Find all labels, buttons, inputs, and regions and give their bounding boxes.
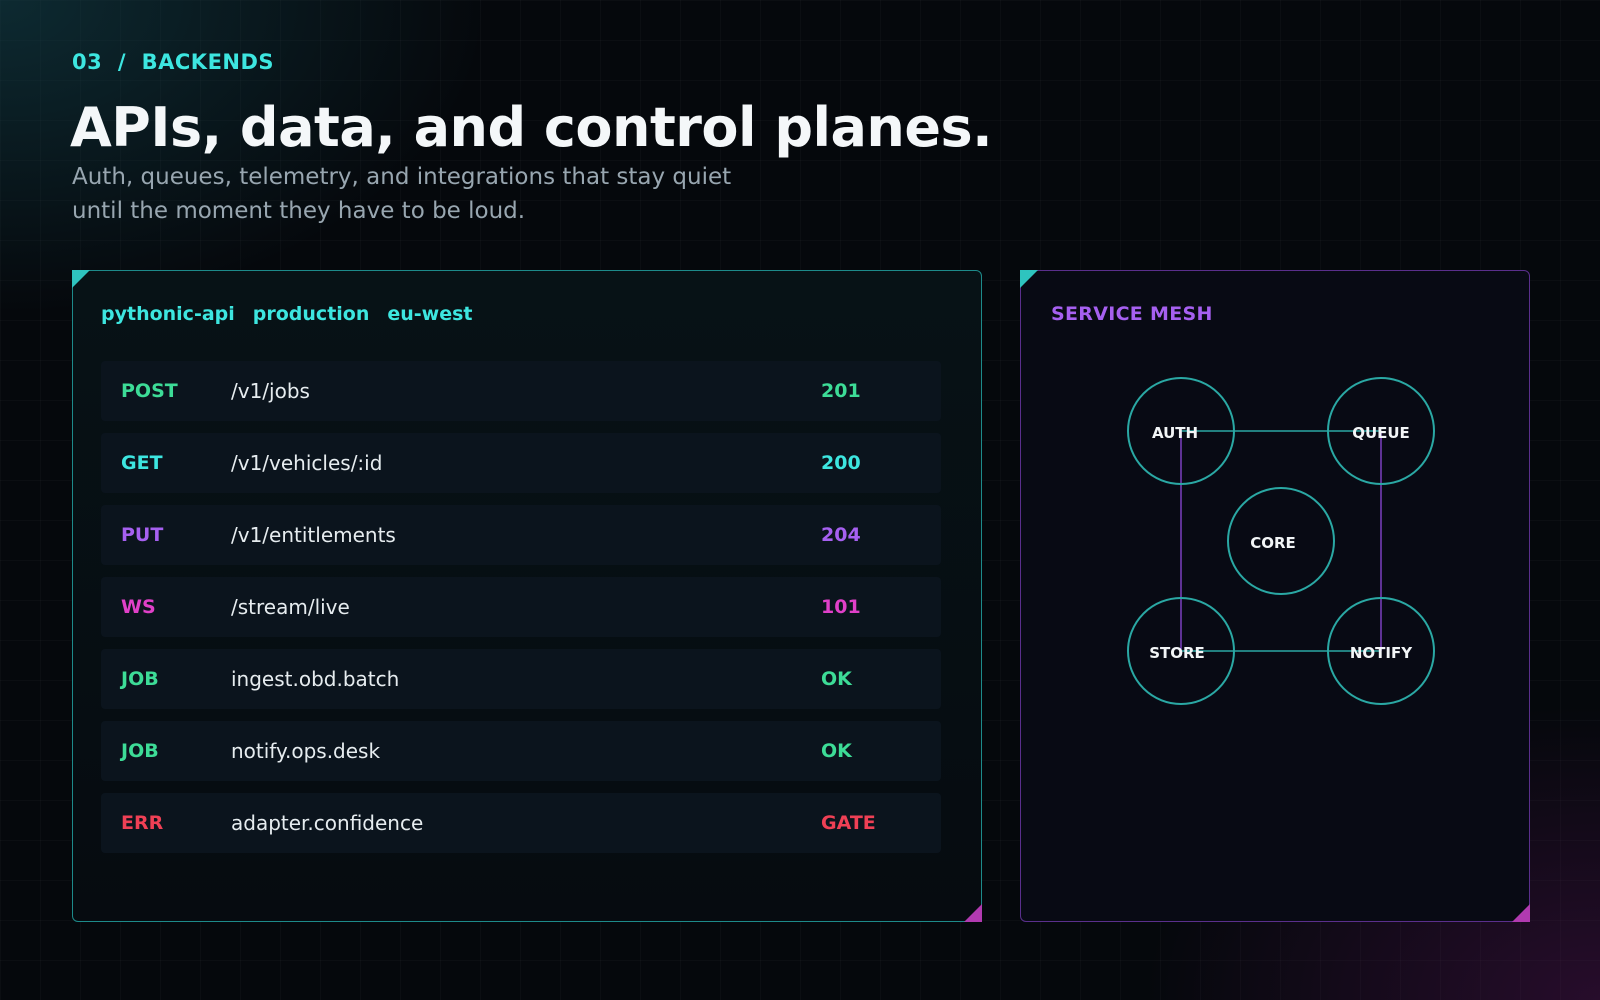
endpoint-path: adapter.confidence bbox=[231, 811, 424, 835]
endpoint-method: PUT bbox=[121, 524, 164, 546]
mesh-node-label: AUTH bbox=[1152, 424, 1198, 442]
tag-environment: production bbox=[252, 303, 370, 325]
panel-corner-accent bbox=[1020, 270, 1038, 288]
endpoint-status: GATE bbox=[821, 812, 876, 834]
endpoint-row: ERR adapter.confidence GATE bbox=[101, 793, 941, 853]
mesh-node-queue bbox=[1327, 377, 1435, 485]
panel-corner-accent bbox=[964, 904, 982, 922]
endpoint-list: POST /v1/jobs 201 GET /v1/vehicles/:id 2… bbox=[101, 361, 941, 865]
endpoint-status: 201 bbox=[821, 380, 861, 402]
service-mesh-diagram: AUTH QUEUE CORE STORE NOTIFY bbox=[1127, 377, 1435, 705]
section-kicker: 03 / BACKENDS bbox=[72, 50, 275, 74]
endpoint-path: /stream/live bbox=[231, 595, 350, 619]
mesh-node-core bbox=[1227, 487, 1335, 595]
endpoint-path: notify.ops.desk bbox=[231, 739, 381, 763]
endpoint-row: WS /stream/live 101 bbox=[101, 577, 941, 637]
page-subtitle: Auth, queues, telemetry, and integration… bbox=[72, 164, 732, 224]
mesh-node-label: STORE bbox=[1149, 644, 1205, 662]
mesh-node-label: NOTIFY bbox=[1350, 644, 1413, 662]
endpoint-status: 204 bbox=[821, 524, 861, 546]
endpoint-row: JOB ingest.obd.batch OK bbox=[101, 649, 941, 709]
endpoint-method: JOB bbox=[121, 668, 159, 690]
page-title: APIs, data, and control planes. bbox=[70, 96, 993, 159]
endpoint-path: /v1/entitlements bbox=[231, 523, 396, 547]
mesh-node-label: QUEUE bbox=[1352, 424, 1410, 442]
api-tags: pythonic-api production eu-west bbox=[101, 303, 473, 325]
endpoint-status: OK bbox=[821, 740, 852, 762]
endpoint-path: /v1/vehicles/:id bbox=[231, 451, 383, 475]
endpoint-method: ERR bbox=[121, 812, 164, 834]
mesh-node-store bbox=[1127, 597, 1235, 705]
endpoint-status: OK bbox=[821, 668, 852, 690]
endpoint-row: POST /v1/jobs 201 bbox=[101, 361, 941, 421]
mesh-node-auth bbox=[1127, 377, 1235, 485]
service-mesh-panel: SERVICE MESH AUTH QUEUE CORE STORE NOTIF… bbox=[1020, 270, 1530, 922]
endpoint-row: GET /v1/vehicles/:id 200 bbox=[101, 433, 941, 493]
panel-corner-accent bbox=[1512, 904, 1530, 922]
endpoint-row: JOB notify.ops.desk OK bbox=[101, 721, 941, 781]
api-panel: pythonic-api production eu-west POST /v1… bbox=[72, 270, 982, 922]
mesh-node-notify bbox=[1327, 597, 1435, 705]
endpoint-status: 200 bbox=[821, 452, 861, 474]
endpoint-row: PUT /v1/entitlements 204 bbox=[101, 505, 941, 565]
endpoint-method: JOB bbox=[121, 740, 159, 762]
panel-corner-accent bbox=[72, 270, 90, 288]
endpoint-method: POST bbox=[121, 380, 178, 402]
endpoint-method: WS bbox=[121, 596, 156, 618]
endpoint-path: ingest.obd.batch bbox=[231, 667, 400, 691]
service-mesh-label: SERVICE MESH bbox=[1051, 303, 1213, 325]
tag-service: pythonic-api bbox=[101, 303, 235, 325]
endpoint-path: /v1/jobs bbox=[231, 379, 310, 403]
mesh-node-label: CORE bbox=[1250, 534, 1296, 552]
tag-region: eu-west bbox=[387, 303, 473, 325]
endpoint-status: 101 bbox=[821, 596, 861, 618]
endpoint-method: GET bbox=[121, 452, 163, 474]
